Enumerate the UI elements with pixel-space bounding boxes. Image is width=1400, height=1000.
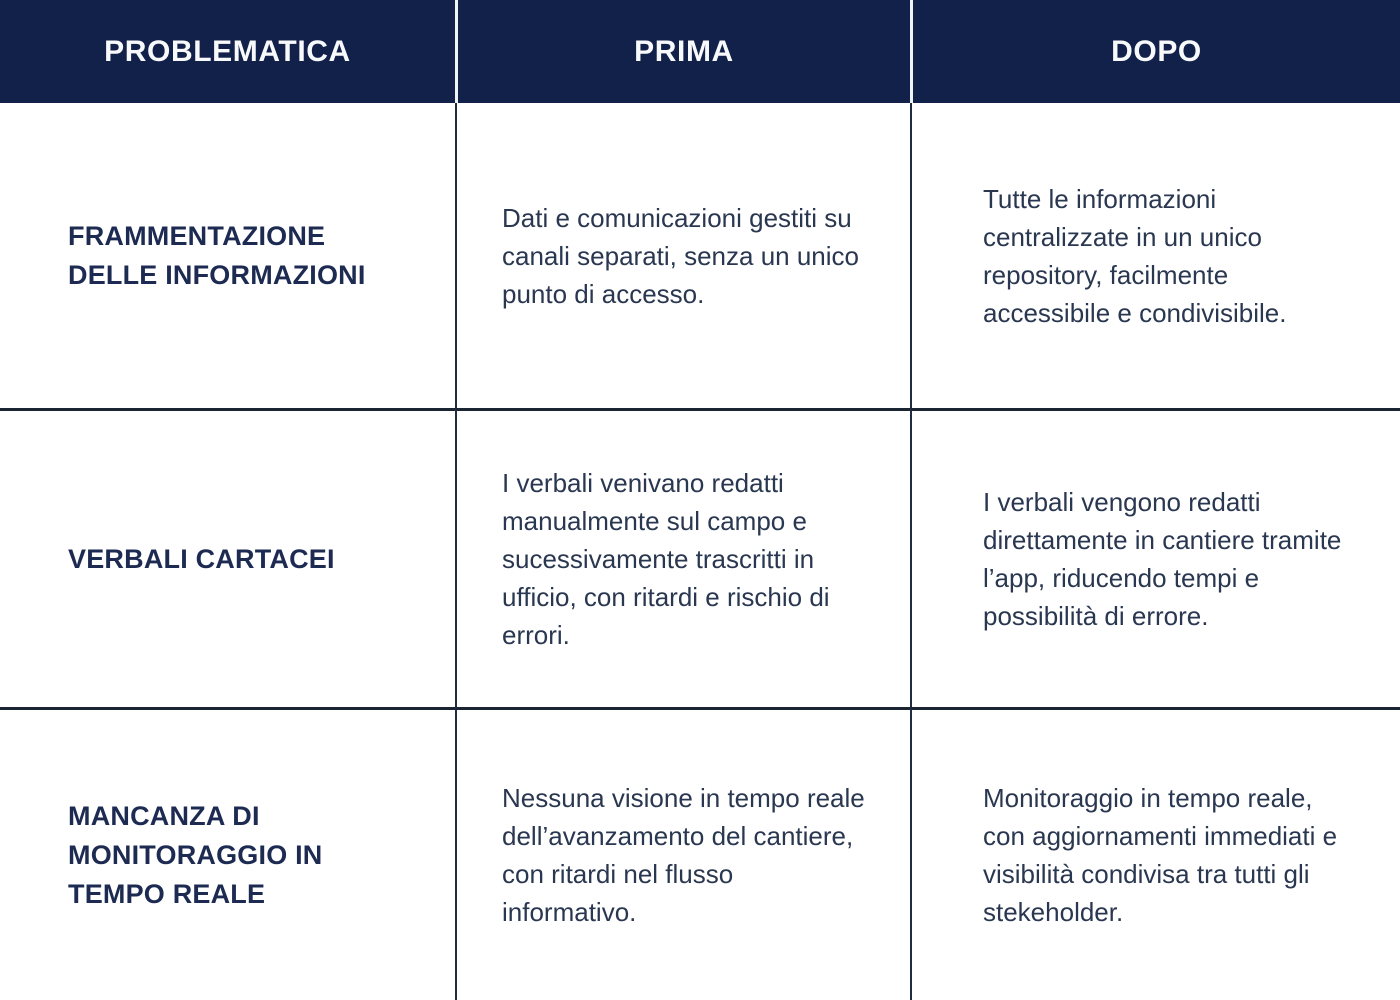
row-monitoraggio-label: MANCANZA DI MONITORAGGIO IN TEMPO REALE xyxy=(0,707,455,1000)
column-header-prima-label: PRIMA xyxy=(634,34,734,68)
row-verbali-label: VERBALI CARTACEI xyxy=(0,408,455,707)
row-frammentazione-dopo-text: Tutte le informazioni centralizzate in u… xyxy=(983,183,1287,328)
column-header-problematica-label: PROBLEMATICA xyxy=(104,34,351,68)
row-monitoraggio-prima-text: Nessuna visione in tempo reale dell’avan… xyxy=(502,783,865,927)
column-header-dopo: DOPO xyxy=(910,0,1400,103)
row-verbali-dopo-text: I verbali vengono redatti direttamente i… xyxy=(983,487,1342,631)
column-header-dopo-label: DOPO xyxy=(1111,34,1202,68)
row-monitoraggio-label-text: MANCANZA DI MONITORAGGIO IN TEMPO REALE xyxy=(68,800,323,909)
row-frammentazione-prima-cell: Dati e comunicazioni gestiti su canali s… xyxy=(455,103,910,408)
row-verbali-prima-cell: I verbali venivano redatti manualmente s… xyxy=(455,408,910,707)
row-monitoraggio-prima-cell: Nessuna visione in tempo reale dell’avan… xyxy=(455,707,910,1000)
row-frammentazione-prima-text: Dati e comunicazioni gestiti su canali s… xyxy=(502,202,860,309)
row-frammentazione-dopo-cell: Tutte le informazioni centralizzate in u… xyxy=(910,103,1400,408)
row-frammentazione-label: FRAMMENTAZIONE DELLE INFORMAZIONI xyxy=(0,103,455,408)
row-verbali-prima-text: I verbali venivano redatti manualmente s… xyxy=(502,468,830,650)
row-monitoraggio-dopo-text: Monitoraggio in tempo reale, con aggiorn… xyxy=(983,783,1338,927)
column-header-prima: PRIMA xyxy=(455,0,910,103)
row-monitoraggio-dopo-cell: Monitoraggio in tempo reale, con aggiorn… xyxy=(910,707,1400,1000)
column-header-problematica: PROBLEMATICA xyxy=(0,0,455,103)
row-verbali-label-text: VERBALI CARTACEI xyxy=(68,543,335,574)
row-frammentazione-label-text: FRAMMENTAZIONE DELLE INFORMAZIONI xyxy=(68,220,366,290)
row-verbali-dopo-cell: I verbali vengono redatti direttamente i… xyxy=(910,408,1400,707)
